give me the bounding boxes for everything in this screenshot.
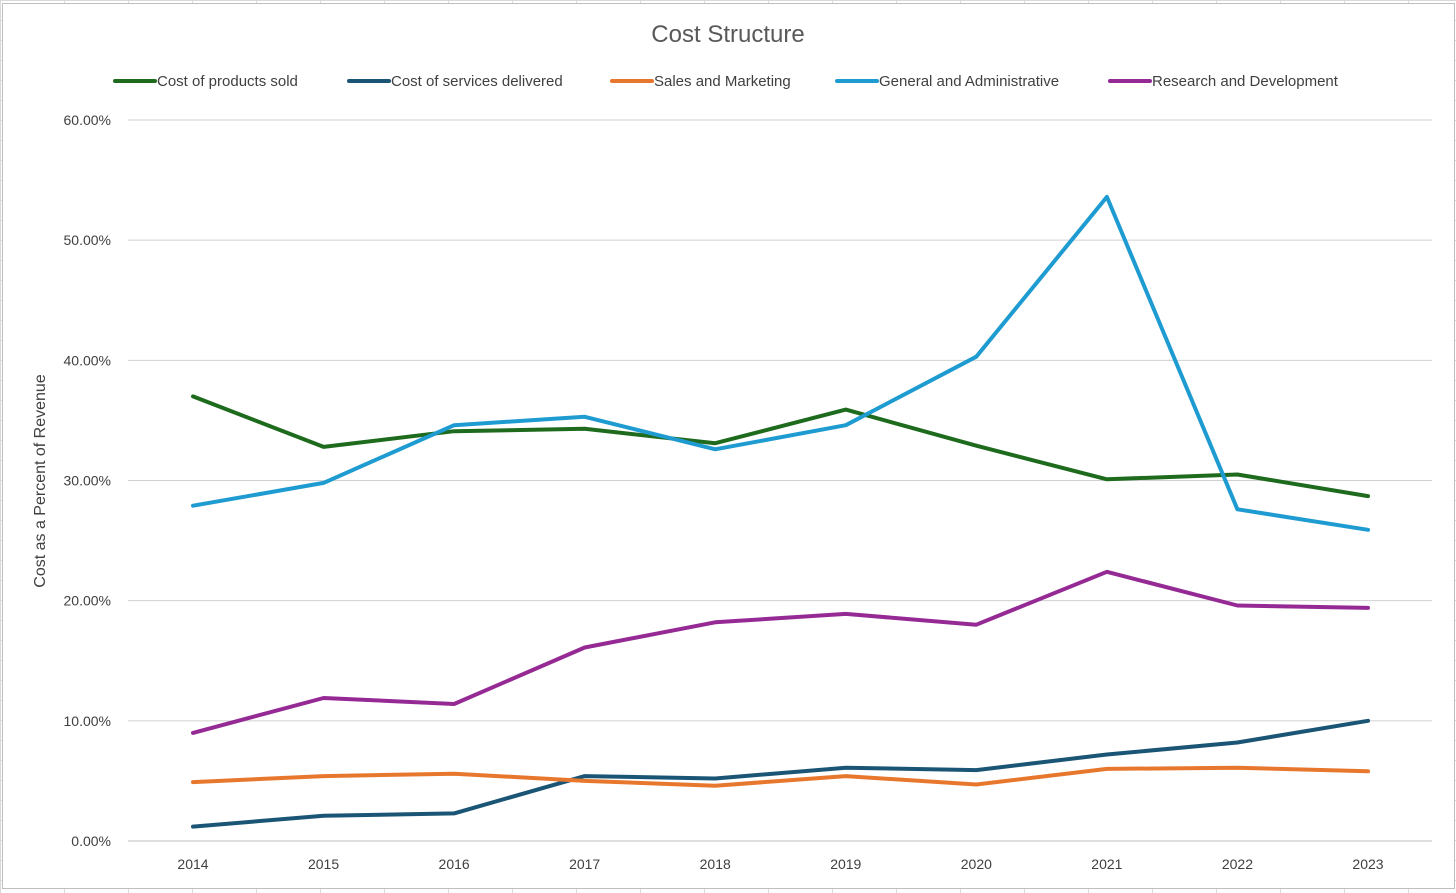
y-tick-label: 30.00%: [64, 473, 111, 489]
legend-label: Cost of services delivered: [391, 73, 563, 90]
series-line-cost-of-products-sold: [191, 394, 1370, 499]
y-tick-label: 10.00%: [64, 713, 111, 729]
y-tick-label: 50.00%: [64, 232, 111, 248]
y-axis-title: Cost as a Percent of Revenue: [32, 374, 49, 588]
x-axis-ticks: 2014 2015 2016 2017 2018 2019 2020 2021 2022 2023: [177, 856, 1383, 872]
x-tick-label: 2017: [569, 856, 600, 872]
y-tick-label: 20.00%: [64, 593, 111, 609]
x-tick-label: 2022: [1222, 856, 1253, 872]
y-tick-label: 40.00%: [64, 352, 111, 368]
x-tick-label: 2019: [830, 856, 861, 872]
x-tick-label: 2015: [308, 856, 339, 872]
x-tick-label: 2020: [961, 856, 992, 872]
x-tick-label: 2014: [177, 856, 208, 872]
series-lines: [191, 194, 1370, 829]
x-tick-label: 2023: [1352, 856, 1383, 872]
gridlines: [128, 119, 1432, 842]
y-axis-ticks: 0.00% 10.00% 20.00% 30.00% 40.00% 50.00% 60.00…: [64, 112, 111, 849]
x-tick-label: 2021: [1091, 856, 1122, 872]
legend-label: Cost of products sold: [157, 73, 298, 90]
series-line-sales-and-marketing: [191, 765, 1370, 788]
chart-title: Cost Structure: [651, 21, 804, 48]
series-line-research-and-development: [191, 569, 1370, 735]
legend: Cost of products sold Cost of services de…: [113, 73, 1339, 90]
series-line-cost-of-services-delivered: [191, 718, 1370, 829]
legend-label: Research and Development: [1152, 73, 1339, 90]
x-tick-label: 2018: [700, 856, 731, 872]
series-line-general-and-administrative: [191, 194, 1370, 532]
y-tick-label: 0.00%: [71, 833, 111, 849]
x-tick-label: 2016: [439, 856, 470, 872]
legend-label: General and Administrative: [879, 73, 1059, 90]
y-tick-label: 60.00%: [64, 112, 111, 128]
legend-label: Sales and Marketing: [654, 73, 791, 90]
